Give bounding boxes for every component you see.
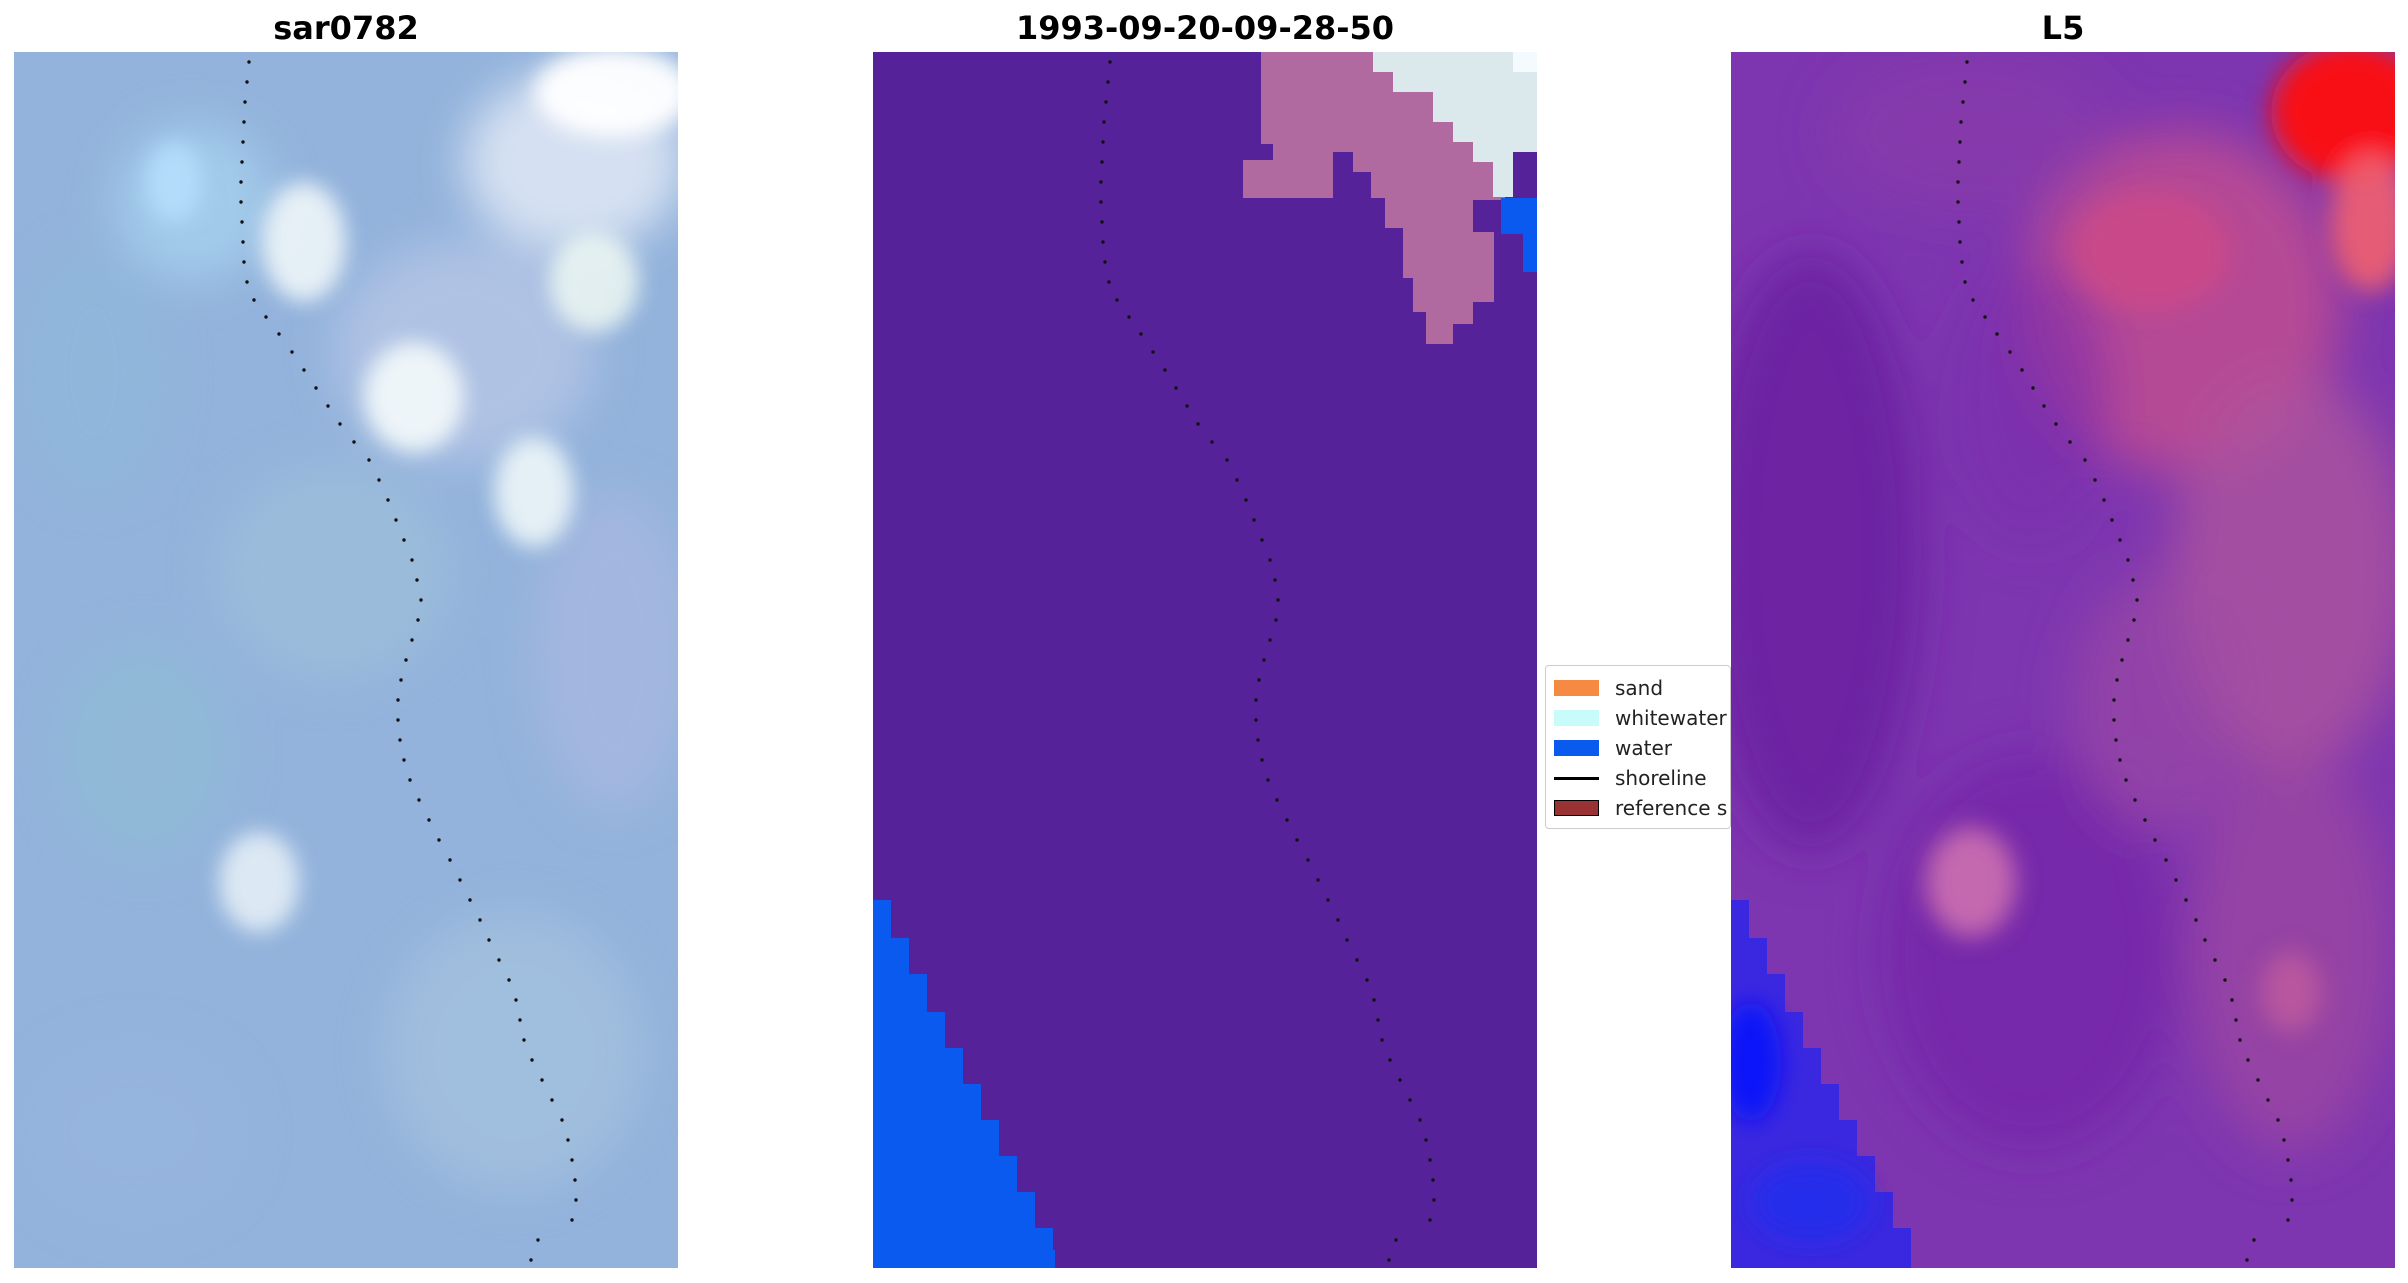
legend-label-sand: sand (1615, 676, 1664, 700)
water-swatch-icon (1554, 740, 1599, 756)
rgb-image-panel (14, 52, 678, 1268)
panel-title-mndwi: L5 (2041, 9, 2085, 47)
legend-item-reference-shoreline: reference s (1554, 794, 1727, 822)
legend-label-reference: reference s (1615, 796, 1728, 820)
legend-label-shoreline: shoreline (1615, 766, 1707, 790)
legend-item-water: water (1554, 734, 1672, 762)
shoreline-line-icon (1554, 776, 1599, 780)
mndwi-image (1731, 52, 2395, 1268)
legend-item-sand: sand (1554, 674, 1663, 702)
reference-shoreline-swatch-icon (1554, 800, 1599, 816)
shoreline-dots-mndwi (1956, 60, 2294, 1262)
shoreline-dots-classified (1099, 60, 1436, 1262)
water-region-top-right (1501, 198, 1537, 272)
classified-image (873, 52, 1537, 1268)
mndwi-image-panel (1731, 52, 2395, 1268)
classified-image-panel (873, 52, 1537, 1268)
panel-title-classified: 1993-09-20-09-28-50 (1015, 9, 1395, 47)
rgb-image (14, 52, 678, 1268)
panel-title-rgb: sar0782 (273, 9, 419, 47)
legend-item-shoreline: shoreline (1554, 764, 1707, 792)
shoreline-dots-rgb (239, 60, 578, 1262)
sand-swatch-icon (1554, 680, 1599, 696)
legend-label-water: water (1615, 736, 1672, 760)
legend-item-whitewater: whitewater (1554, 704, 1727, 732)
whitewater-swatch-icon (1554, 710, 1599, 726)
whitewater-bright-region (1373, 52, 1537, 197)
legend: sand whitewater water shoreline referenc… (1545, 665, 1731, 829)
legend-label-whitewater: whitewater (1615, 706, 1727, 730)
water-region-bottom-left (873, 900, 1055, 1268)
